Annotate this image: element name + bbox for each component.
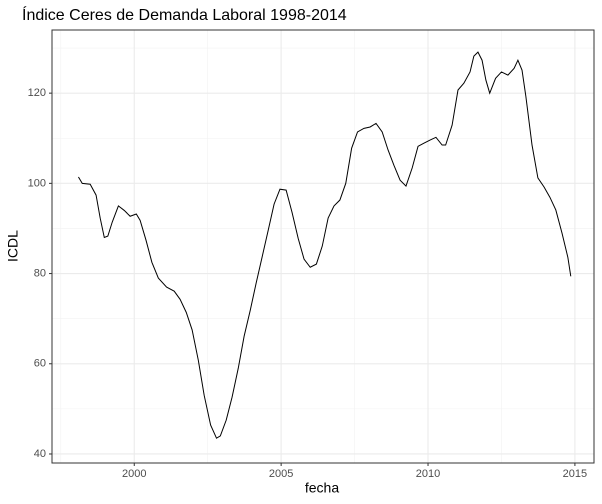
y-tick-label: 120 xyxy=(28,87,46,99)
x-tick-label: 2005 xyxy=(269,468,293,480)
panel-border xyxy=(51,29,595,464)
x-tick-label: 2000 xyxy=(122,468,146,480)
x-axis-title: fecha xyxy=(305,480,339,496)
y-tick-label: 100 xyxy=(28,177,46,189)
y-tick-label: 80 xyxy=(34,267,46,279)
y-tick-label: 40 xyxy=(34,448,46,460)
chart-title: Índice Ceres de Demanda Laboral 1998-201… xyxy=(22,5,347,24)
x-tick-label: 2015 xyxy=(563,468,587,480)
y-tick-label: 60 xyxy=(34,358,46,370)
x-tick-label: 2010 xyxy=(416,468,440,480)
y-axis-title: ICDL xyxy=(5,230,21,262)
data-line xyxy=(78,51,572,439)
